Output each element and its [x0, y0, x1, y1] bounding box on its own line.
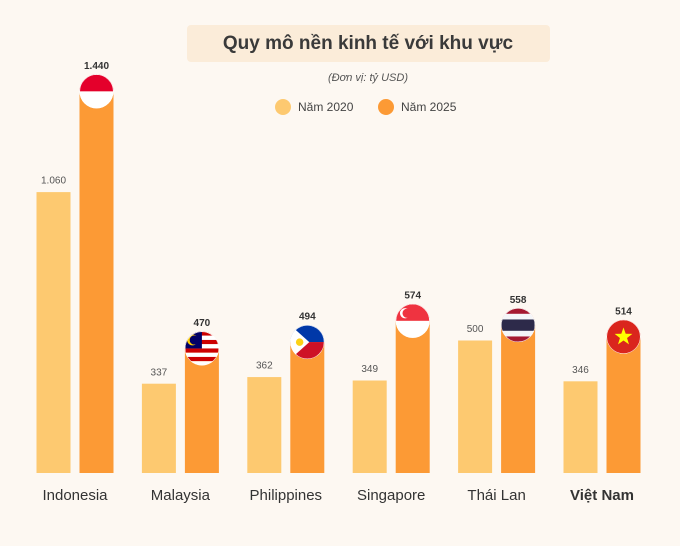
bar [184, 348, 219, 473]
flag-part [501, 319, 536, 331]
value-label: 514 [615, 306, 632, 317]
flag-part [184, 352, 219, 357]
flag [395, 303, 430, 338]
value-label: 1.440 [84, 61, 109, 72]
flag [184, 331, 219, 366]
bar [563, 381, 598, 473]
bar [36, 192, 71, 473]
bar [395, 320, 430, 473]
x-tick-label: Thái Lan [467, 487, 525, 504]
value-label: 558 [510, 295, 527, 306]
value-label: 574 [404, 291, 421, 302]
flag-part [79, 74, 114, 92]
value-label: 500 [467, 324, 484, 335]
flag-part [184, 356, 219, 362]
value-label: 494 [299, 312, 316, 323]
bar [501, 325, 536, 473]
flag-part [189, 335, 199, 345]
legend-label: Năm 2025 [401, 100, 457, 114]
bar [352, 380, 387, 473]
flag-part [184, 348, 219, 353]
value-label: 470 [194, 318, 211, 329]
bar [79, 91, 114, 474]
value-label: 346 [572, 365, 589, 376]
x-tick-label: Philippines [250, 487, 323, 504]
flag-part [395, 320, 430, 338]
x-tick-label: Malaysia [151, 487, 211, 504]
legend-swatch [378, 99, 394, 115]
legend-label: Năm 2020 [298, 100, 354, 114]
x-tick-label: Indonesia [42, 487, 108, 504]
value-label: 349 [361, 364, 378, 375]
bar [247, 377, 282, 473]
bar [458, 340, 493, 473]
value-label: 1.060 [41, 176, 66, 187]
bar [606, 336, 641, 473]
flag [606, 319, 641, 354]
chart-title: Quy mô nền kinh tế với khu vực [223, 33, 514, 54]
bar [141, 383, 176, 473]
flag [501, 308, 536, 343]
x-tick-label: Singapore [357, 487, 425, 504]
flag-part [79, 91, 114, 109]
chart-subtitle: (Đơn vị: tỷ USD) [328, 72, 408, 84]
bar [290, 342, 325, 473]
flag-part [295, 338, 304, 346]
legend-swatch [275, 99, 291, 115]
flag [79, 74, 114, 109]
flag-part [614, 327, 633, 345]
title-box [187, 25, 550, 62]
flag-part [184, 361, 219, 366]
flag [290, 325, 325, 360]
x-tick-label: Việt Nam [570, 487, 634, 504]
value-label: 362 [256, 361, 273, 372]
flag-part [402, 308, 412, 318]
value-label: 337 [151, 367, 168, 378]
